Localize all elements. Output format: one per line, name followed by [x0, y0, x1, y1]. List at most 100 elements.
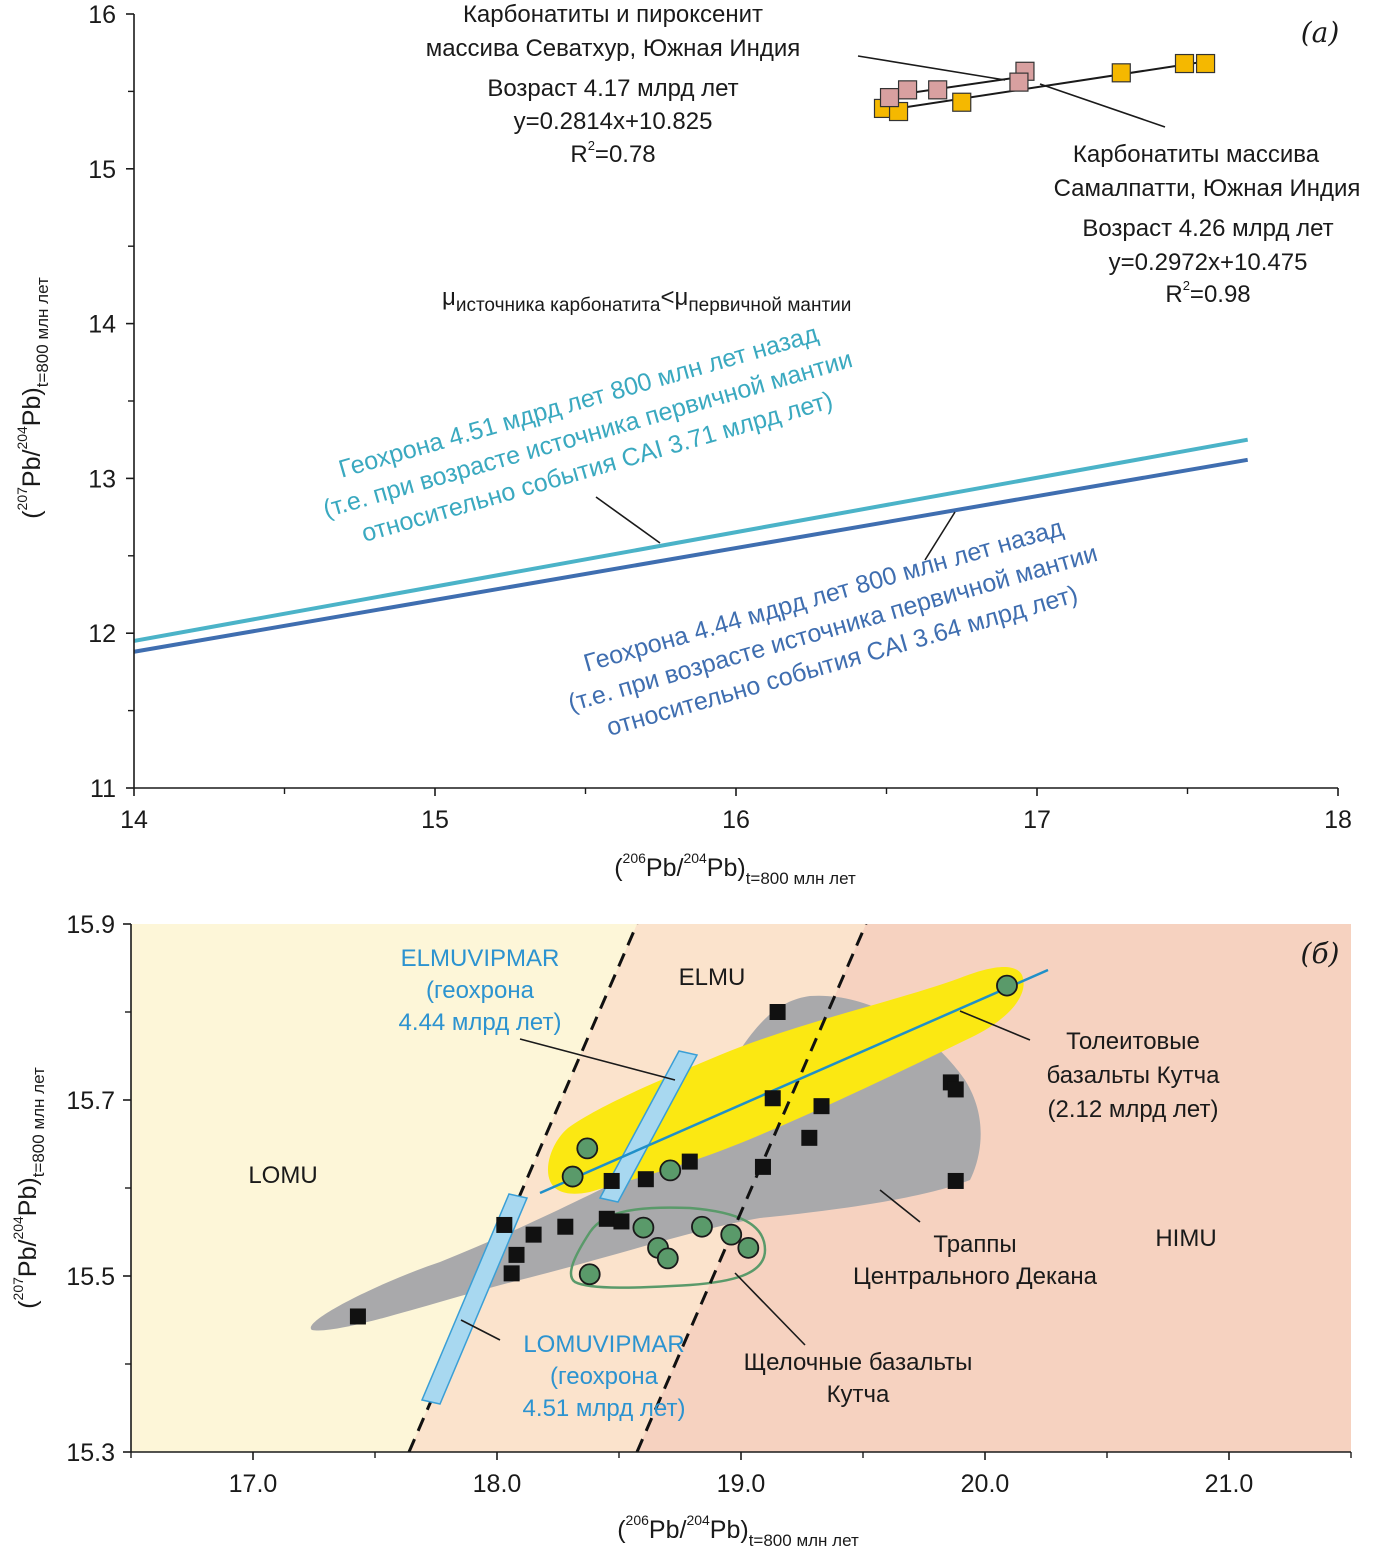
- geochron-444-line2: (т.е. при возрасте источника первичной м…: [565, 539, 1101, 717]
- sevathur-equation: y=0.2814x+10.825: [514, 108, 713, 135]
- tholeiite-line1: Толеитовые: [1066, 1028, 1200, 1055]
- kutch-tholeiite-point: [561, 1165, 584, 1188]
- geochron-451-leader: [595, 496, 661, 544]
- traps-label: Траппы Центрального Декана: [853, 1231, 1098, 1290]
- traps-leader: [879, 1189, 921, 1223]
- y-tick-label: 11: [90, 775, 116, 803]
- elmuvipmar-leader: [519, 1038, 676, 1081]
- x-tick-label: 20.0: [961, 1470, 1010, 1498]
- y-tick-label: 15: [88, 156, 116, 184]
- kutch-tholeiite-point: [659, 1159, 682, 1182]
- elmuvipmar-line1: ELMUVIPMAR: [401, 945, 560, 972]
- elmu-himu-boundary: [635, 924, 868, 1452]
- samalpatti-point: [1111, 63, 1131, 83]
- sevathur-point: [928, 80, 948, 100]
- kutch-alkaline-point: [737, 1236, 760, 1259]
- geochron-451-line2: (т.е. при возрасте источника первичной м…: [320, 345, 856, 523]
- deccan-trap-point: [801, 1129, 818, 1146]
- traps-line1: Траппы: [933, 1231, 1016, 1258]
- panel-a-x-axis-title: (206Pb/204Pb)t=800 млн лет: [614, 850, 856, 888]
- y-tick-label: 16: [88, 1, 116, 29]
- x-tick-label: 14: [120, 806, 148, 834]
- deccan-trap-point: [681, 1153, 698, 1170]
- himu-label: HIMU: [1155, 1225, 1216, 1252]
- deccan-trap-point: [754, 1158, 771, 1175]
- deccan-trap-point: [503, 1265, 520, 1282]
- deccan-trap-point: [496, 1216, 513, 1233]
- geochron-451-line: [133, 437, 1249, 643]
- kutch-alkaline-point: [578, 1263, 601, 1286]
- traps-line2: Центрального Декана: [853, 1263, 1098, 1290]
- y-tick-label: 15.3: [66, 1439, 115, 1467]
- deccan-trap-point: [525, 1226, 542, 1243]
- panel-b-label: (б): [1301, 937, 1340, 970]
- elmuvipmar-label: ELMUVIPMAR (геохрона 4.44 млрд лет): [399, 945, 562, 1036]
- kutch-alkaline-outline: [569, 1206, 767, 1289]
- samalpatti-line2: Самалпатти, Южная Индия: [1054, 175, 1361, 202]
- lomuvipmar-line3: 4.51 млрд лет): [523, 1395, 686, 1422]
- deccan-trap-point: [349, 1308, 366, 1325]
- samalpatti-leader: [1039, 83, 1166, 128]
- lomu-label: LOMU: [248, 1162, 317, 1189]
- samalpatti-r2: R2=0.98: [1165, 278, 1250, 308]
- deccan-trap-point: [947, 1081, 964, 1098]
- panel-b-x-axis-title: (206Pb/204Pb)t=800 млн лет: [617, 1512, 859, 1550]
- x-tick-label: 17: [1023, 806, 1051, 834]
- tholeiite-leader: [959, 1010, 1031, 1041]
- kutch-tholeiite-point: [576, 1137, 599, 1160]
- samalpatti-annotation: Карбонатиты массива Самалпатти, Южная Ин…: [1054, 141, 1361, 308]
- kutch-alkaline-point: [632, 1216, 655, 1239]
- panel-b: 17.0 18.0 19.0 20.0 21.0 15.3 15.5 15.7 15.9 (б)…: [10, 911, 1352, 1550]
- panel-a-label: (a): [1301, 16, 1340, 49]
- sevathur-leader: [857, 55, 1006, 81]
- x-tick-label: 21.0: [1205, 1470, 1254, 1498]
- panel-a-points: [873, 53, 1216, 122]
- panel-b-y-axis-title: (207Pb/204Pb)t=800 млн лет: [10, 1067, 48, 1309]
- deccan-trap-point: [598, 1210, 615, 1227]
- kutch-alkaline-point: [656, 1247, 679, 1270]
- geochron-444-label: Геохрона 4.44 мдрд лет 800 млн лет назад…: [565, 514, 1101, 742]
- x-tick-label: 18.0: [473, 1470, 522, 1498]
- geochron-444-line: [133, 457, 1249, 654]
- mu-inequality: μисточника карбонатита<μпервичной мантии: [442, 284, 851, 316]
- alkaline-leader: [734, 1272, 806, 1346]
- deccan-trap-point: [947, 1172, 964, 1189]
- sevathur-annotation: Карбонатиты и пироксенит массива Севатху…: [426, 1, 801, 168]
- deccan-trap-point: [769, 1004, 786, 1020]
- tholeiite-label: Толеитовые базальты Кутча (2.12 млрд лет…: [1047, 1028, 1221, 1123]
- lomuvipmar-line2: (геохрона: [550, 1363, 659, 1390]
- deccan-trap-point: [637, 1171, 654, 1188]
- x-tick-label: 15: [421, 806, 449, 834]
- y-tick-label: 12: [88, 620, 116, 648]
- x-tick-label: 18: [1324, 806, 1352, 834]
- alkaline-label: Щелочные базальты Кутча: [744, 1349, 973, 1408]
- y-tick-label: 13: [88, 465, 116, 493]
- tholeiite-line3: (2.12 млрд лет): [1048, 1096, 1219, 1123]
- sevathur-line1: Карбонатиты и пироксенит: [463, 1, 763, 28]
- panel-b-ticks: 17.0 18.0 19.0 20.0 21.0 15.3 15.5 15.7 15.9: [66, 911, 1352, 1498]
- sevathur-age: Возраст 4.17 млрд лет: [487, 75, 738, 102]
- samalpatti-point: [952, 92, 972, 112]
- tholeiite-line2: базальты Кутча: [1047, 1062, 1221, 1089]
- samalpatti-equation: y=0.2972x+10.475: [1109, 249, 1308, 276]
- lomuvipmar-line1: LOMUVIPMAR: [523, 1331, 684, 1358]
- y-tick-label: 15.5: [66, 1263, 115, 1291]
- kutch-tholeiite-point: [996, 974, 1018, 997]
- geochron-451-label: Геохрона 4.51 мдрд лет 800 млн лет назад…: [320, 320, 856, 548]
- alkaline-line1: Щелочные базальты: [744, 1349, 973, 1376]
- elmu-label: ELMU: [679, 964, 746, 991]
- lomuvipmar-band: [420, 1193, 529, 1405]
- deccan-trap-point: [603, 1172, 620, 1189]
- lomuvipmar-label: LOMUVIPMAR (геохрона 4.51 млрд лет): [523, 1331, 686, 1422]
- elmuvipmar-line2: (геохрона: [426, 977, 535, 1004]
- geochron-444-leader: [924, 511, 956, 561]
- samalpatti-line1: Карбонатиты массива: [1073, 141, 1320, 168]
- deccan-trap-point: [613, 1213, 630, 1230]
- panel-b-points: [349, 974, 1018, 1325]
- sevathur-point: [879, 87, 900, 108]
- kutch-alkaline-point: [720, 1223, 743, 1246]
- deccan-trap-point: [764, 1090, 781, 1107]
- sevathur-point: [897, 80, 918, 100]
- elmuvipmar-band: [598, 1050, 699, 1203]
